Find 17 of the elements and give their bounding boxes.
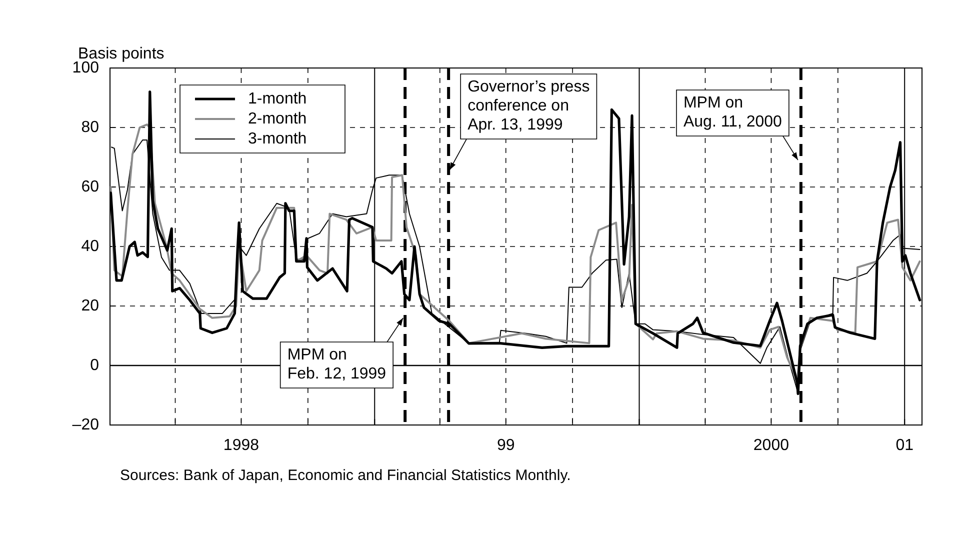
y-tick-label: 60 <box>81 178 100 196</box>
y-tick-label: 40 <box>81 238 100 255</box>
legend-label: 2-month <box>248 110 307 128</box>
x-tick-label: 01 <box>896 437 914 454</box>
legend-label: 3-month <box>248 130 307 148</box>
y-tick-label: 0 <box>90 356 100 374</box>
legend-label: 1-month <box>248 90 307 108</box>
ref-line-label: MPM on Aug. 11, 2000 <box>683 94 782 130</box>
x-tick-label: 1998 <box>223 437 260 454</box>
x-tick-label: 99 <box>496 437 515 454</box>
x-tick-label: 2000 <box>753 437 790 454</box>
source-note: Sources: Bank of Japan, Economic and Financial Statistics Monthly. <box>120 467 572 484</box>
y-tick-label: 20 <box>81 297 100 314</box>
y-tick-label: 80 <box>81 118 100 136</box>
ref-line-label: Governor’s press conference on Apr. 13, 1999 <box>468 78 590 134</box>
y-tick-label: –20 <box>72 416 100 434</box>
ref-line-label: MPM on Feb. 12, 1999 <box>287 346 386 382</box>
